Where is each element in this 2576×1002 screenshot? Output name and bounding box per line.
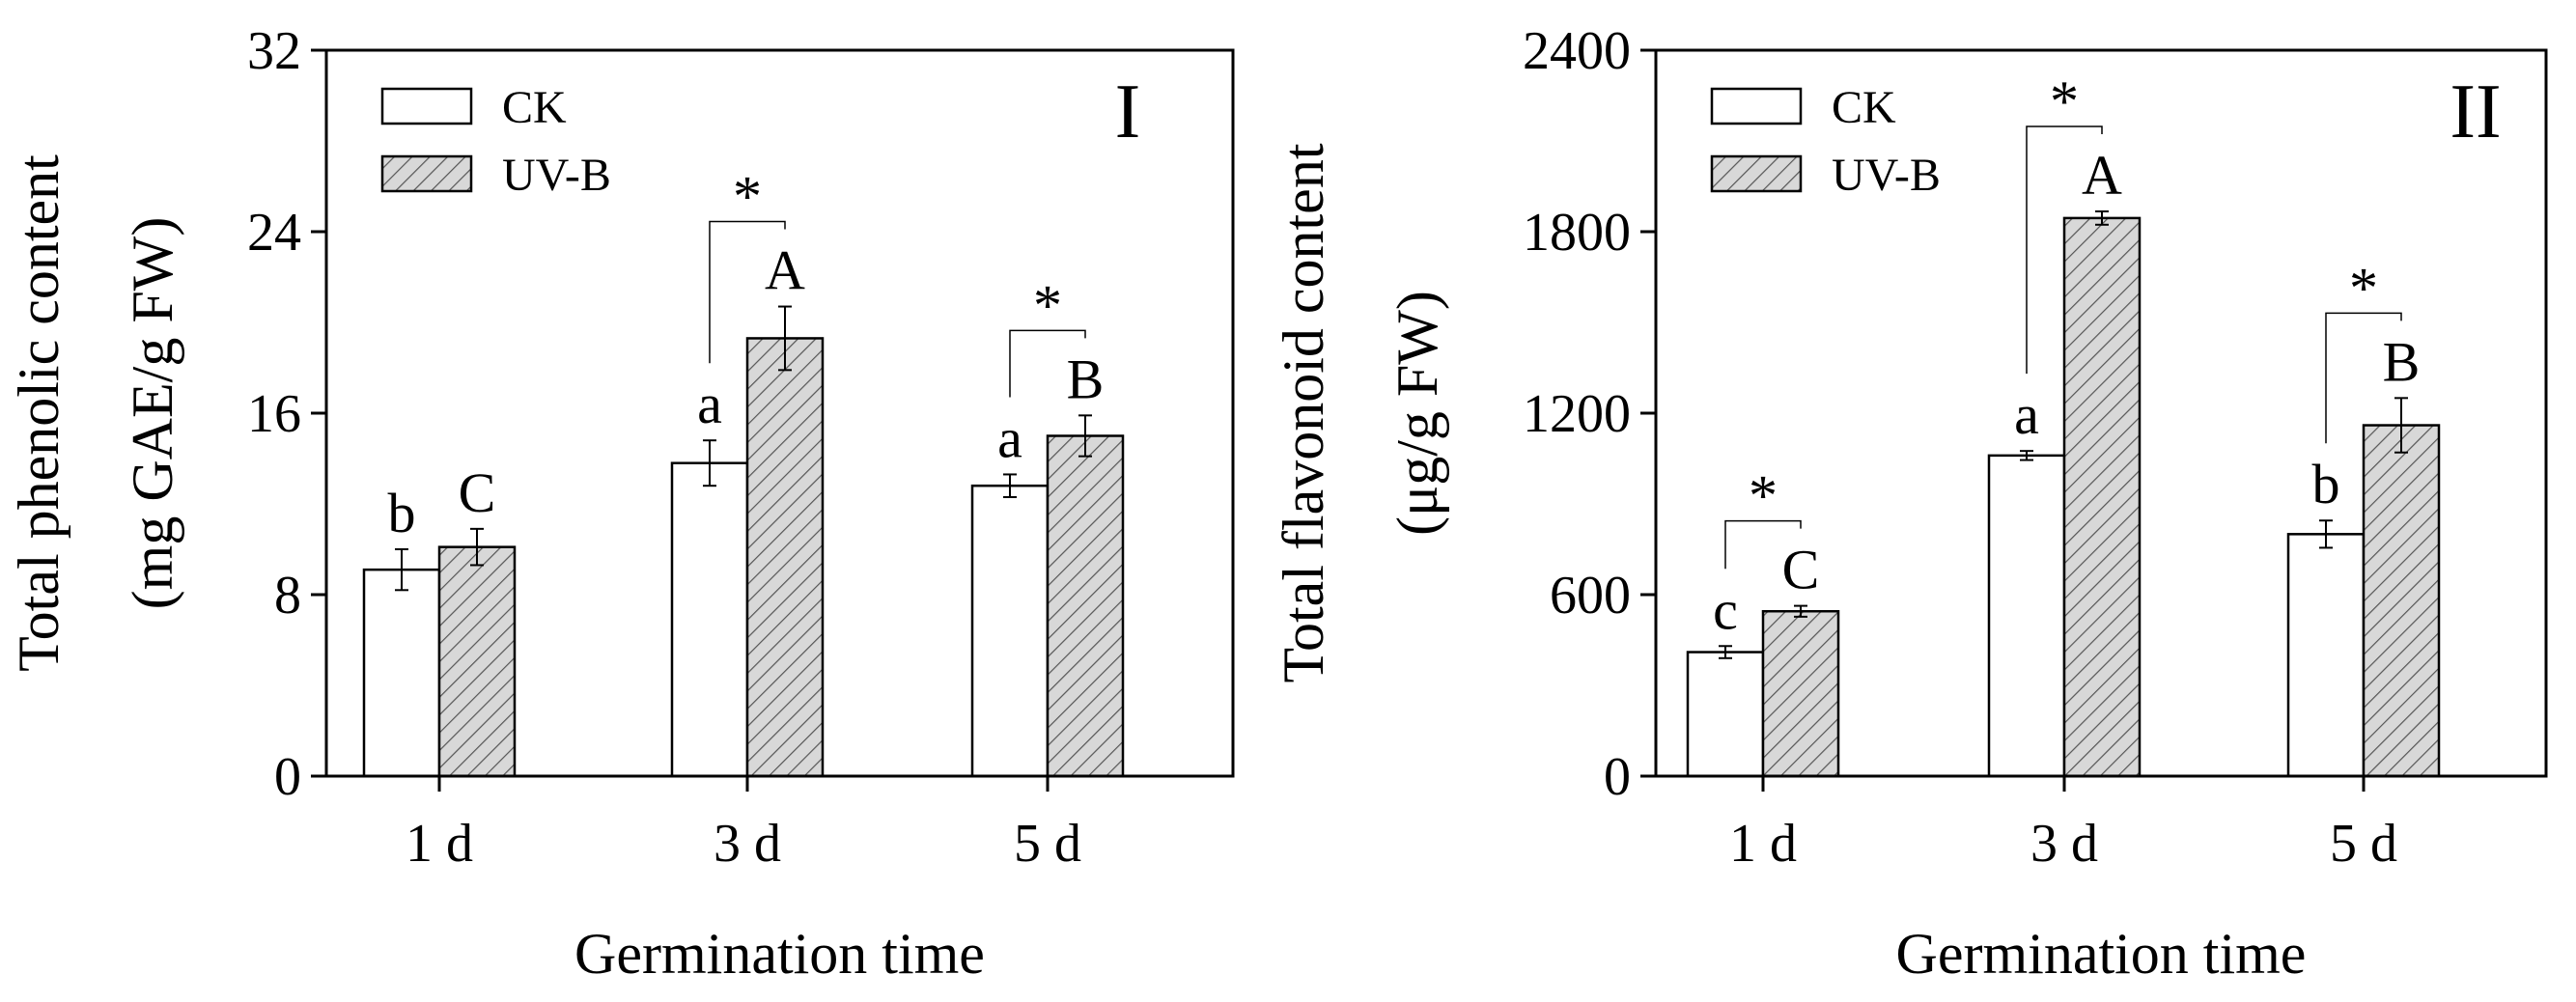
x-tick-label: 3 d: [714, 814, 781, 874]
significance-letter: C: [459, 461, 496, 524]
ticks-group: 0 8 16 24 32 1 d 3 d 5 d: [247, 21, 1081, 874]
significance-letter: c: [1713, 578, 1738, 641]
legend-swatch-ck: [380, 87, 473, 125]
legend-label-uvb: UV-B: [502, 150, 611, 201]
bar-uvb: [437, 545, 517, 778]
x-tick-label: 1 d: [1729, 814, 1797, 874]
bar-uvb: [1046, 434, 1125, 778]
legend-swatch-ck: [1710, 87, 1803, 125]
bar-ck: [1987, 454, 2066, 778]
significance-letter: b: [388, 482, 416, 544]
significance-star: *: [2050, 70, 2079, 133]
significance-letter: b: [2312, 453, 2340, 515]
significance-letter: a: [697, 373, 722, 435]
y-tick-label: 8: [274, 566, 301, 626]
x-tick-label: 5 d: [1014, 814, 1081, 874]
bar-ck: [1686, 651, 1765, 778]
legend: CK UV-B: [380, 82, 611, 201]
significance-letter: B: [1067, 348, 1105, 410]
bars-group: [1686, 216, 2441, 778]
significance-bracket: [2325, 312, 2402, 444]
y-axis-title-line2: (μg/g FW): [1386, 291, 1449, 536]
significance-letter: A: [765, 239, 805, 302]
y-axis-title-line1: Total phenolic content: [7, 154, 70, 672]
significance-bracket: [709, 220, 786, 364]
y-tick-label: 16: [247, 384, 301, 444]
significance-star: *: [1033, 273, 1062, 337]
y-tick-label: 24: [247, 203, 301, 263]
bar-uvb: [745, 337, 825, 778]
significance-bracket: [1009, 329, 1086, 398]
bar-ck: [362, 568, 441, 778]
significance-star: *: [733, 165, 762, 229]
x-tick-label: 5 d: [2330, 814, 2397, 874]
y-tick-label: 1200: [1523, 384, 1631, 444]
significance-letter: a: [997, 406, 1022, 469]
significance-letter: a: [2014, 383, 2039, 446]
x-tick-label: 3 d: [2030, 814, 2098, 874]
x-axis-title: Germination time: [1896, 922, 2307, 986]
y-tick-label: 2400: [1523, 21, 1631, 81]
bar-uvb: [2062, 216, 2142, 778]
y-tick-label: 32: [247, 21, 301, 81]
ticks-group: 0 600 1200 1800 2400 1 d 3 d 5 d: [1523, 21, 2397, 874]
y-tick-label: 0: [274, 747, 301, 807]
significance-letter: B: [2383, 330, 2421, 393]
significance-bracket: [1724, 519, 1802, 570]
significance-star: *: [1749, 464, 1778, 528]
bar-ck: [970, 484, 1050, 778]
legend-swatch-uvb: [380, 154, 473, 193]
legend: CK UV-B: [1710, 82, 1941, 201]
x-axis-title: Germination time: [574, 922, 985, 986]
significance-bracket: [2026, 125, 2103, 375]
bar-ck: [670, 461, 749, 778]
significance-letter: A: [2082, 144, 2122, 207]
panel-label: I: [1115, 70, 1141, 154]
legend-label-uvb: UV-B: [1832, 150, 1941, 201]
significance-letter: C: [1782, 539, 1820, 601]
bar-ck: [2286, 533, 2366, 778]
legend-label-ck: CK: [502, 82, 567, 133]
y-axis-title-line1: Total flavonoid content: [1272, 143, 1335, 682]
y-axis-title-line2: (mg GAE/g FW): [121, 217, 184, 610]
bar-uvb: [2362, 424, 2441, 778]
x-tick-label: 1 d: [406, 814, 473, 874]
bar-uvb: [1761, 609, 1840, 778]
y-tick-label: 1800: [1523, 203, 1631, 263]
y-tick-label: 0: [1604, 747, 1631, 807]
legend-label-ck: CK: [1832, 82, 1896, 133]
significance-star: *: [2349, 256, 2378, 320]
y-tick-label: 600: [1550, 566, 1631, 626]
legend-swatch-uvb: [1710, 154, 1803, 193]
panel-label: II: [2450, 70, 2501, 154]
